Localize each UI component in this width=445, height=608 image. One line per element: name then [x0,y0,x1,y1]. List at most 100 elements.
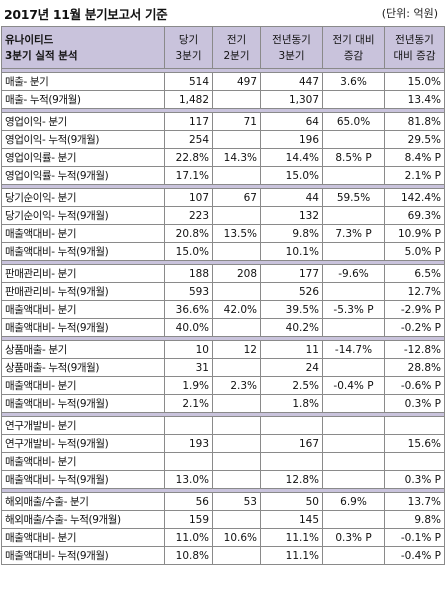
table-row: 매출액대비- 누적(9개월) 15.0% 10.1% 5.0% P [1,242,445,261]
value-cell [212,206,261,225]
value-cell: -0.2% P [384,318,445,337]
value-cell [322,282,385,301]
row-label: 영업이익률- 분기 [1,148,165,167]
header-line: 대비 증감 [393,49,436,62]
table-row: 영업이익- 분기 117 71 64 65.0% 81.8% [1,112,445,131]
value-cell: -0.1% P [384,528,445,547]
value-cell: 12.8% [260,470,323,489]
value-cell [322,206,385,225]
value-cell: 71 [212,112,261,131]
value-cell [212,282,261,301]
value-cell: 8.4% P [384,148,445,167]
row-label: 연구개발비- 분기 [1,416,165,435]
value-cell: 24 [260,358,323,377]
value-cell: 132 [260,206,323,225]
value-cell [212,358,261,377]
value-cell: 56 [164,492,213,511]
value-cell: 1.9% [164,376,213,395]
row-label: 매출액대비- 누적(9개월) [1,318,165,337]
unit-label: (단위: 억원) [381,7,438,20]
value-cell: 1,482 [164,90,213,109]
row-label: 해외매출/수출- 누적(9개월) [1,510,165,529]
value-cell: 17.1% [164,166,213,185]
earnings-table: 유나이티드 3분기 실적 분석 당기 3분기 전기 2분기 전년동기 3분기 전… [1,26,445,565]
value-cell: 64 [260,112,323,131]
value-cell: 10.1% [260,242,323,261]
row-label: 매출- 누적(9개월) [1,90,165,109]
title-row: 2017년 11월 분기보고서 기준 (단위: 억원) [0,0,445,24]
value-cell: 188 [164,264,213,283]
value-cell [164,416,213,435]
value-cell: 13.5% [212,224,261,243]
table-row: 상품매출- 누적(9개월) 31 24 28.8% [1,358,445,377]
value-cell: 3.6% [322,72,385,91]
table-row: 당기순이익- 누적(9개월) 223 132 69.3% [1,206,445,225]
row-label: 매출액대비- 분기 [1,224,165,243]
value-cell [212,318,261,337]
value-cell: 0.3% P [322,528,385,547]
row-label: 판매관리비- 분기 [1,264,165,283]
value-cell: 117 [164,112,213,131]
value-cell: 13.7% [384,492,445,511]
value-cell: 59.5% [322,188,385,207]
row-label: 영업이익- 누적(9개월) [1,130,165,149]
value-cell: -5.3% P [322,300,385,319]
value-cell: -0.4% P [322,376,385,395]
table-row: 영업이익률- 분기 22.8% 14.3% 14.4% 8.5% P 8.4% P [1,148,445,167]
value-cell [322,242,385,261]
table-row: 매출액대비- 분기 [1,452,445,471]
value-cell: 2.1% P [384,166,445,185]
value-cell: -12.8% [384,340,445,359]
value-cell: 15.0% [260,166,323,185]
value-cell: 5.0% P [384,242,445,261]
value-cell: 145 [260,510,323,529]
table-row: 매출액대비- 누적(9개월) 2.1% 1.8% 0.3% P [1,394,445,413]
header-line: 증감 [343,49,364,62]
value-cell [384,452,445,471]
value-cell: 69.3% [384,206,445,225]
header-label-cell: 유나이티드 3분기 실적 분석 [1,26,165,69]
header-row: 유나이티드 3분기 실적 분석 당기 3분기 전기 2분기 전년동기 3분기 전… [1,26,445,69]
table-row: 영업이익률- 누적(9개월) 17.1% 15.0% 2.1% P [1,166,445,185]
row-label: 매출액대비- 분기 [1,528,165,547]
table-row: 매출액대비- 누적(9개월) 40.0% 40.2% -0.2% P [1,318,445,337]
value-cell: 0.3% P [384,470,445,489]
header-line: 3분기 [278,49,305,62]
table-row: 판매관리비- 분기 188 208 177 -9.6% 6.5% [1,264,445,283]
row-label: 매출액대비- 분기 [1,452,165,471]
value-cell [212,90,261,109]
row-label: 매출액대비- 누적(9개월) [1,470,165,489]
header-line: 2분기 [223,49,250,62]
value-cell [212,416,261,435]
report-title: 2017년 11월 분기보고서 기준 [4,7,168,22]
value-cell: 29.5% [384,130,445,149]
value-cell: 1.8% [260,394,323,413]
table-row: 영업이익- 누적(9개월) 254 196 29.5% [1,130,445,149]
value-cell: 9.8% [384,510,445,529]
row-label: 상품매출- 분기 [1,340,165,359]
value-cell: 15.6% [384,434,445,453]
table-row: 매출액대비- 분기 20.8% 13.5% 9.8% 7.3% P 10.9% P [1,224,445,243]
row-label: 판매관리비- 누적(9개월) [1,282,165,301]
value-cell: 167 [260,434,323,453]
value-cell [322,318,385,337]
table-body: 매출- 분기 514 497 447 3.6% 15.0% 매출- 누적(9개월) 1,482… [1,68,445,565]
row-label: 영업이익- 분기 [1,112,165,131]
value-cell: 15.0% [164,242,213,261]
value-cell: 0.3% P [384,394,445,413]
header-line: 전년동기 [395,33,434,46]
value-cell [164,452,213,471]
value-cell: 40.0% [164,318,213,337]
row-label: 매출액대비- 누적(9개월) [1,546,165,565]
value-cell: 9.8% [260,224,323,243]
value-cell: 14.3% [212,148,261,167]
table-row: 당기순이익- 분기 107 67 44 59.5% 142.4% [1,188,445,207]
value-cell [212,242,261,261]
value-cell [322,452,385,471]
value-cell: 177 [260,264,323,283]
row-label: 영업이익률- 누적(9개월) [1,166,165,185]
value-cell: 2.1% [164,394,213,413]
value-cell: 1,307 [260,90,323,109]
table-row: 매출액대비- 누적(9개월) 10.8% 11.1% -0.4% P [1,546,445,565]
value-cell: 10 [164,340,213,359]
